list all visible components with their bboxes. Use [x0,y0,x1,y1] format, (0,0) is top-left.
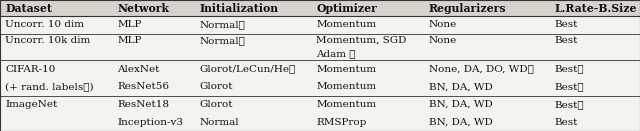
Text: Normal★: Normal★ [200,36,246,45]
Text: ResNet18: ResNet18 [118,100,170,109]
Text: CIFAR-10: CIFAR-10 [5,65,56,74]
Text: Inception-v3: Inception-v3 [118,118,184,127]
Bar [0,0,640,16]
Text: None, DA, DO, WD★: None, DA, DO, WD★ [429,65,534,74]
Text: Regularizers: Regularizers [429,2,506,13]
Text: AlexNet: AlexNet [118,65,160,74]
Text: BN, DA, WD: BN, DA, WD [429,118,493,127]
Text: L.Rate-B.Size: L.Rate-B.Size [554,2,637,13]
Text: BN, DA, WD: BN, DA, WD [429,100,493,109]
Text: Momentum: Momentum [316,20,376,29]
Text: Glorot/LeCun/He★: Glorot/LeCun/He★ [200,65,296,74]
Text: Dataset: Dataset [5,2,52,13]
Text: MLP: MLP [118,20,142,29]
Text: Best: Best [554,118,578,127]
Text: Uncorr. 10 dim: Uncorr. 10 dim [5,20,84,29]
Text: RMSProp: RMSProp [316,118,367,127]
Text: None: None [429,20,457,29]
Text: Momentum: Momentum [316,100,376,109]
Text: Optimizer: Optimizer [316,2,378,13]
Text: ResNet56: ResNet56 [118,82,170,91]
Text: Glorot: Glorot [200,100,233,109]
Text: Best★: Best★ [554,82,584,91]
Text: MLP: MLP [118,36,142,45]
Text: None: None [429,36,457,45]
Text: Network: Network [118,2,170,13]
Text: Best★: Best★ [554,100,584,109]
Text: Best: Best [554,36,578,45]
Text: Glorot: Glorot [200,82,233,91]
Text: Initialization: Initialization [200,2,278,13]
Text: Best: Best [554,20,578,29]
Text: Momentum: Momentum [316,82,376,91]
Text: Normal: Normal [200,118,239,127]
Text: Adam ★: Adam ★ [316,49,356,58]
Text: BN, DA, WD: BN, DA, WD [429,82,493,91]
Text: (+ rand. labels★): (+ rand. labels★) [5,82,93,91]
Text: Momentum, SGD: Momentum, SGD [316,36,407,45]
Text: ImageNet: ImageNet [5,100,58,109]
Text: Uncorr. 10k dim: Uncorr. 10k dim [5,36,90,45]
Text: Best★: Best★ [554,65,584,74]
Text: Momentum: Momentum [316,65,376,74]
Text: Normal★: Normal★ [200,20,246,29]
